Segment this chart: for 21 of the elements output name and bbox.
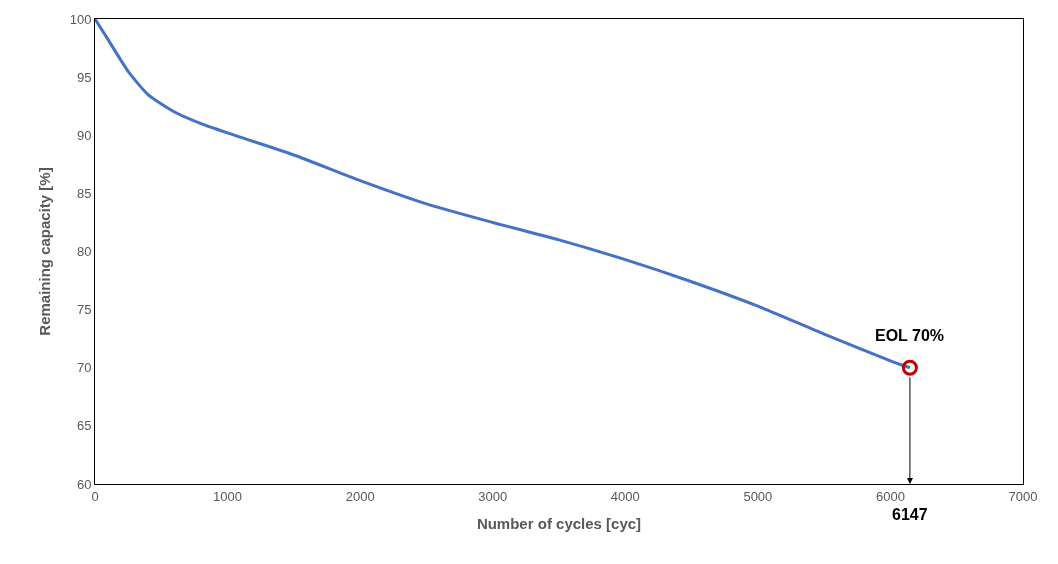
x-tick-label: 0 bbox=[91, 488, 99, 504]
y-tick-label: 90 bbox=[76, 127, 92, 143]
text: 6147 bbox=[892, 506, 928, 523]
x-tick-label: 7000 bbox=[1008, 488, 1038, 504]
x-tick-label: 3000 bbox=[478, 488, 508, 504]
x-tick-label: 2000 bbox=[345, 488, 375, 504]
x-tick-label: 4000 bbox=[610, 488, 640, 504]
x-tick-label: 6000 bbox=[875, 488, 905, 504]
y-tick-label: 85 bbox=[76, 185, 92, 201]
y-tick-label: 80 bbox=[76, 244, 92, 260]
y-tick-label: 95 bbox=[76, 69, 92, 85]
y-tick-label: 100 bbox=[69, 11, 92, 27]
x-tick-label: 1000 bbox=[213, 488, 243, 504]
x-axis-title: Number of cycles [cyc] bbox=[476, 514, 642, 532]
y-tick-label: 70 bbox=[76, 360, 92, 376]
y-axis-title: Remaining capacity [%] bbox=[35, 167, 53, 336]
y-tick-label: 75 bbox=[76, 302, 92, 318]
y-tick-label: 65 bbox=[76, 418, 92, 434]
annotation: EOL 70% bbox=[875, 327, 945, 344]
x-tick-label: 5000 bbox=[743, 488, 773, 504]
y-tick-label: 60 bbox=[76, 476, 92, 492]
